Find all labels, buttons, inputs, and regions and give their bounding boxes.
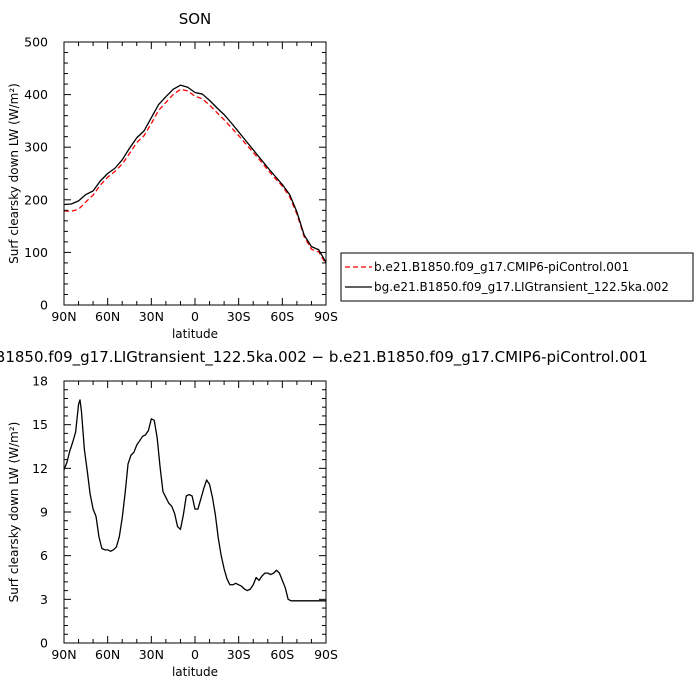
x-tick-label: 60S — [270, 309, 294, 324]
x-tick-label: 30S — [227, 647, 251, 662]
bottom-panel: bg.e21.B1850.f09_g17.LIGtransient_122.5k… — [0, 348, 648, 679]
y-tick-label: 400 — [24, 87, 48, 102]
bottom-plot-frame — [63, 380, 327, 644]
x-tick-label: 30S — [227, 309, 251, 324]
top-x-axis-label: latitude — [172, 327, 218, 341]
y-tick-label: 6 — [40, 548, 48, 563]
x-tick-label: 90N — [51, 309, 76, 324]
y-tick-label: 18 — [32, 374, 48, 389]
top-chart-title: SON — [179, 10, 212, 28]
legend: b.e21.B1850.f09_g17.CMIP6-piControl.001 … — [340, 252, 694, 302]
y-tick-label: 0 — [40, 636, 48, 651]
x-tick-label: 90S — [314, 647, 338, 662]
x-tick-label: 90S — [314, 309, 338, 324]
top-panel: SON latitude Surf clearsky down LW (W/m²… — [7, 10, 338, 341]
y-tick-label: 3 — [40, 592, 48, 607]
x-tick-label: 0 — [191, 309, 199, 324]
bottom-series-group — [63, 399, 326, 602]
x-tick-label: 30N — [139, 647, 164, 662]
x-tick-label: 30N — [139, 309, 164, 324]
top-axis-ticks: 90N 60N 30N 0 30S 60S 90S 0 100 200 300 400 500 — [24, 35, 338, 325]
y-tick-label: 12 — [32, 461, 48, 476]
x-tick-label: 60N — [95, 309, 120, 324]
bottom-x-axis-label: latitude — [172, 665, 218, 679]
x-tick-label: 60N — [95, 647, 120, 662]
bottom-chart-title: bg.e21.B1850.f09_g17.LIGtransient_122.5k… — [0, 348, 648, 367]
series-line-control — [63, 88, 327, 265]
x-tick-label: 90N — [51, 647, 76, 662]
y-tick-label: 500 — [24, 35, 48, 50]
x-tick-label: 0 — [191, 647, 199, 662]
bottom-axis-ticks: 90N 60N 30N 0 30S 60S 90S 0 3 6 9 12 15 18 — [32, 374, 338, 663]
top-plot-frame — [63, 41, 327, 306]
y-tick-label: 200 — [24, 192, 48, 207]
x-tick-label: 60S — [270, 647, 294, 662]
top-y-axis-label: Surf clearsky down LW (W/m²) — [7, 83, 21, 264]
legend-box — [340, 252, 694, 302]
bottom-y-axis-label: Surf clearsky down LW (W/m²) — [7, 422, 21, 603]
y-tick-label: 0 — [40, 298, 48, 313]
legend-label-transient: bg.e21.B1850.f09_g17.LIGtransient_122.5k… — [374, 280, 669, 294]
series-line-transient — [63, 399, 326, 602]
legend-label-control: b.e21.B1850.f09_g17.CMIP6-piControl.001 — [374, 260, 629, 274]
y-tick-label: 100 — [24, 245, 48, 260]
y-tick-label: 9 — [40, 505, 48, 520]
top-series-group — [63, 84, 327, 265]
y-tick-label: 300 — [24, 140, 48, 155]
series-line-transient — [63, 84, 327, 263]
y-tick-label: 15 — [32, 417, 48, 432]
